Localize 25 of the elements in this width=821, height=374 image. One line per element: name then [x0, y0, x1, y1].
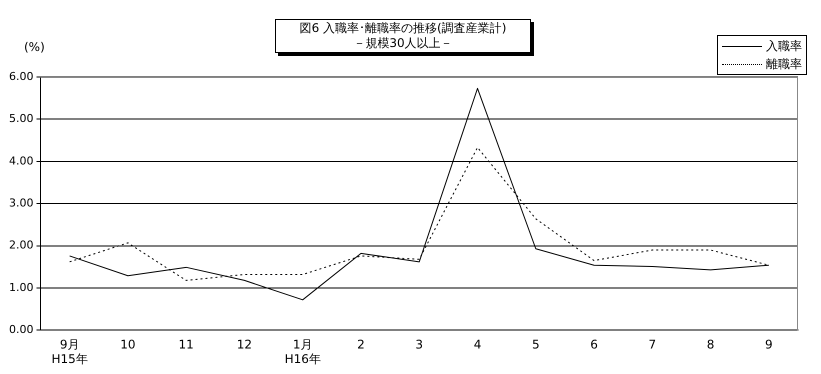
y-tick-label: 5.00	[8, 112, 34, 126]
legend-label: 入職率	[766, 38, 802, 54]
x-tick-label: 7	[648, 338, 656, 352]
y-axis-title: (%)	[24, 40, 45, 54]
legend-label: 離職率	[766, 56, 802, 72]
chart-subtitle: －規模30人以上－	[352, 36, 454, 51]
y-tick-label: 0.00	[8, 323, 34, 336]
x-tick-label: 8	[706, 338, 714, 352]
x-tick-label: 9月 H15年	[51, 338, 88, 366]
y-tick-label: 2.00	[8, 238, 34, 252]
x-tick-label: 10	[120, 338, 136, 352]
x-tick-label: 6	[590, 338, 598, 352]
x-tick-label: 5	[532, 338, 540, 352]
chart-title: 図6 入職率･離職率の推移(調査産業計)	[298, 21, 508, 36]
x-tick-label: 4	[474, 338, 482, 352]
y-tick-label: 4.00	[8, 154, 34, 168]
y-tick-label: 1.00	[8, 280, 34, 294]
x-tick-label: 3	[415, 338, 424, 352]
y-tick-label: 6.00	[8, 70, 34, 83]
y-tick-label: 3.00	[8, 196, 34, 210]
x-tick-label: 9	[765, 338, 773, 352]
x-tick-label: 1月 H16年	[284, 338, 321, 366]
x-tick-label: 2	[357, 338, 365, 352]
x-tick-label: 11	[178, 338, 194, 352]
x-tick-label: 12	[236, 338, 252, 352]
